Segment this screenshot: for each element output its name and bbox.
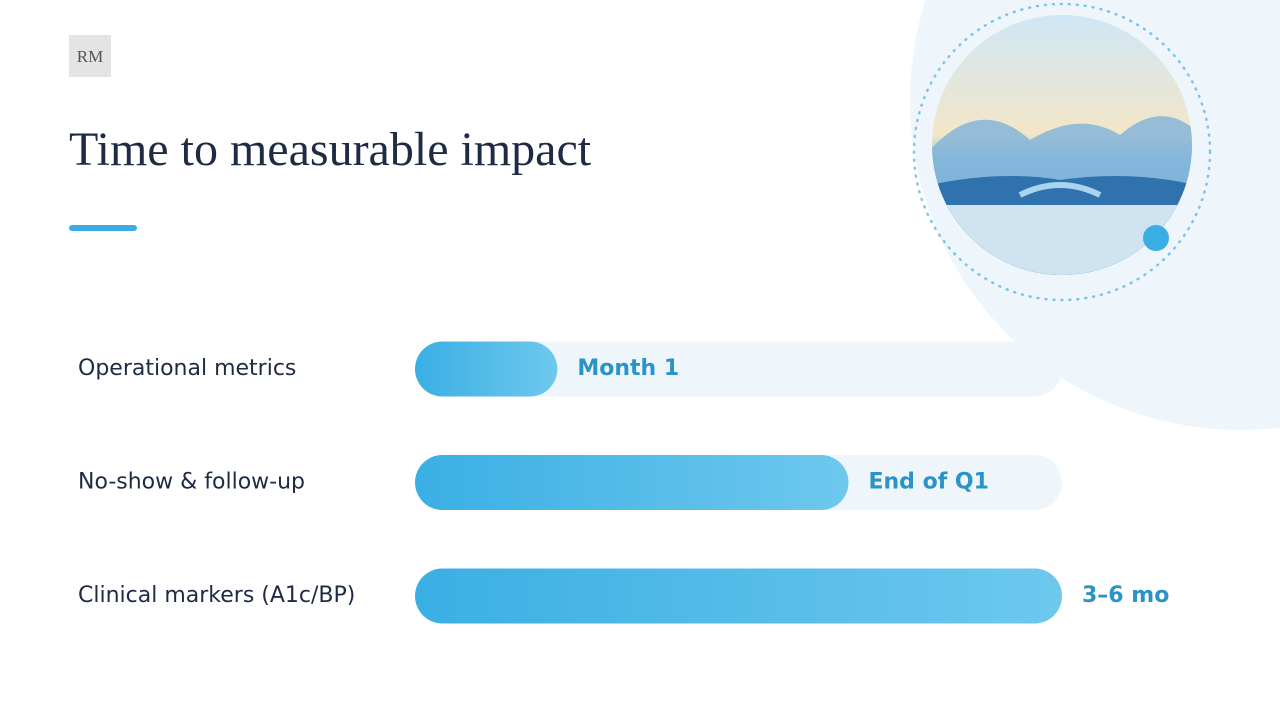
progress-bar (415, 455, 849, 510)
milestone-label: 3–6 mo (1082, 583, 1169, 608)
milestone-label: Month 1 (577, 356, 679, 381)
logo-text: RM (77, 47, 103, 66)
title-accent (69, 225, 137, 231)
dotted-ring (912, 2, 1212, 302)
milestone-label: End of Q1 (868, 470, 988, 495)
row-label: No-show & follow-up (78, 470, 305, 495)
track (415, 341, 1062, 397)
row-label: Clinical markers (A1c/BP) (78, 583, 355, 608)
logo-box (69, 35, 111, 77)
slide-title: Time to measurable impact (69, 123, 592, 176)
row-label: Operational metrics (78, 356, 296, 381)
accent-dot (1143, 225, 1169, 251)
progress-bar (415, 341, 558, 397)
progress-bar (415, 568, 1062, 624)
